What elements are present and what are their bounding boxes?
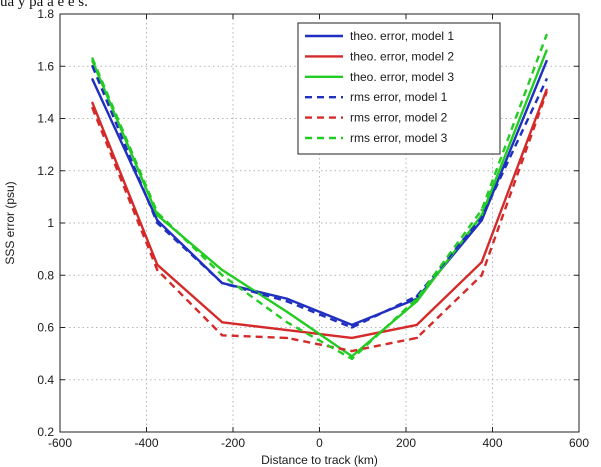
data-point xyxy=(156,211,159,214)
x-tick-label: -600 xyxy=(48,436,72,450)
legend-label: theo. error, model 2 xyxy=(350,49,454,63)
series-line xyxy=(91,91,548,353)
y-tick-label: 0.2 xyxy=(37,425,54,439)
x-tick-label: -200 xyxy=(221,436,245,450)
data-point xyxy=(480,208,483,212)
legend-label: rms error, model 2 xyxy=(350,111,448,125)
data-point xyxy=(91,65,94,68)
data-point xyxy=(480,213,483,217)
data-point xyxy=(545,91,548,94)
data-point xyxy=(220,321,224,324)
data-point xyxy=(415,323,419,327)
x-tick-label: 0 xyxy=(316,436,323,450)
data-point xyxy=(91,101,94,105)
legend-label: rms error, model 1 xyxy=(350,90,448,104)
x-tick-label: -400 xyxy=(134,436,158,450)
legend: theo. error, model 1 theo. error, model 2… xyxy=(297,22,501,155)
y-tick-labels: 0.2 0.4 0.6 0.8 1 1.2 1.4 1.6 1.8 xyxy=(37,7,54,439)
y-tick-label: 0.4 xyxy=(37,373,54,387)
y-axis-title: SSS error (psu) xyxy=(3,181,17,264)
data-point xyxy=(156,221,159,225)
x-tick-label: 600 xyxy=(569,436,589,450)
axis-ticks xyxy=(59,13,580,433)
series-lines xyxy=(91,33,548,361)
caption-fragment: ua y pa a e e s. xyxy=(0,0,88,10)
data-point xyxy=(220,268,224,272)
data-point xyxy=(285,310,289,314)
data-point xyxy=(285,297,289,300)
data-point xyxy=(350,349,354,353)
data-point xyxy=(480,216,483,219)
x-tick-label: 400 xyxy=(482,436,502,450)
series-line xyxy=(91,65,548,329)
series-line xyxy=(91,34,548,361)
data-point xyxy=(350,326,354,329)
data-point xyxy=(480,260,483,264)
data-point xyxy=(545,88,548,91)
series-5 xyxy=(91,91,548,353)
legend-box xyxy=(297,22,501,155)
x-axis-title: Distance to track (km) xyxy=(261,453,378,467)
data-point xyxy=(91,57,94,60)
x-tick-label: 200 xyxy=(396,436,416,450)
data-point xyxy=(415,294,419,298)
series-4 xyxy=(91,65,548,329)
series-line xyxy=(91,60,548,327)
data-point xyxy=(285,321,289,324)
data-point xyxy=(415,336,419,340)
y-tick-label: 0.8 xyxy=(37,268,54,282)
data-point xyxy=(156,219,159,222)
data-point xyxy=(220,281,224,285)
data-point xyxy=(545,33,548,37)
y-tick-label: 1.8 xyxy=(37,7,54,21)
y-tick-label: 1.4 xyxy=(37,112,54,126)
data-point xyxy=(285,328,289,332)
data-point xyxy=(480,274,483,277)
data-point xyxy=(220,334,224,337)
data-point xyxy=(415,297,419,300)
series-6 xyxy=(91,33,548,361)
data-point xyxy=(220,274,224,277)
y-tick-label: 1.6 xyxy=(37,59,54,73)
data-point xyxy=(91,78,94,81)
legend-label: rms error, model 3 xyxy=(350,131,448,145)
data-point xyxy=(350,357,354,361)
data-point xyxy=(545,49,548,52)
data-point xyxy=(350,323,354,327)
data-point xyxy=(285,300,289,303)
data-point xyxy=(350,336,354,340)
data-point xyxy=(156,268,159,272)
data-point xyxy=(545,78,548,81)
y-tick-label: 0.6 xyxy=(37,321,54,335)
legend-label: theo. error, model 3 xyxy=(350,70,454,84)
y-tick-label: 1 xyxy=(47,216,54,230)
data-point xyxy=(545,59,548,63)
y-tick-label: 1.2 xyxy=(37,164,54,178)
data-point xyxy=(91,106,94,110)
x-tick-labels: -600 -400 -200 0 200 400 600 xyxy=(48,436,589,450)
data-point xyxy=(285,336,289,340)
legend-label: theo. error, model 1 xyxy=(350,29,454,43)
